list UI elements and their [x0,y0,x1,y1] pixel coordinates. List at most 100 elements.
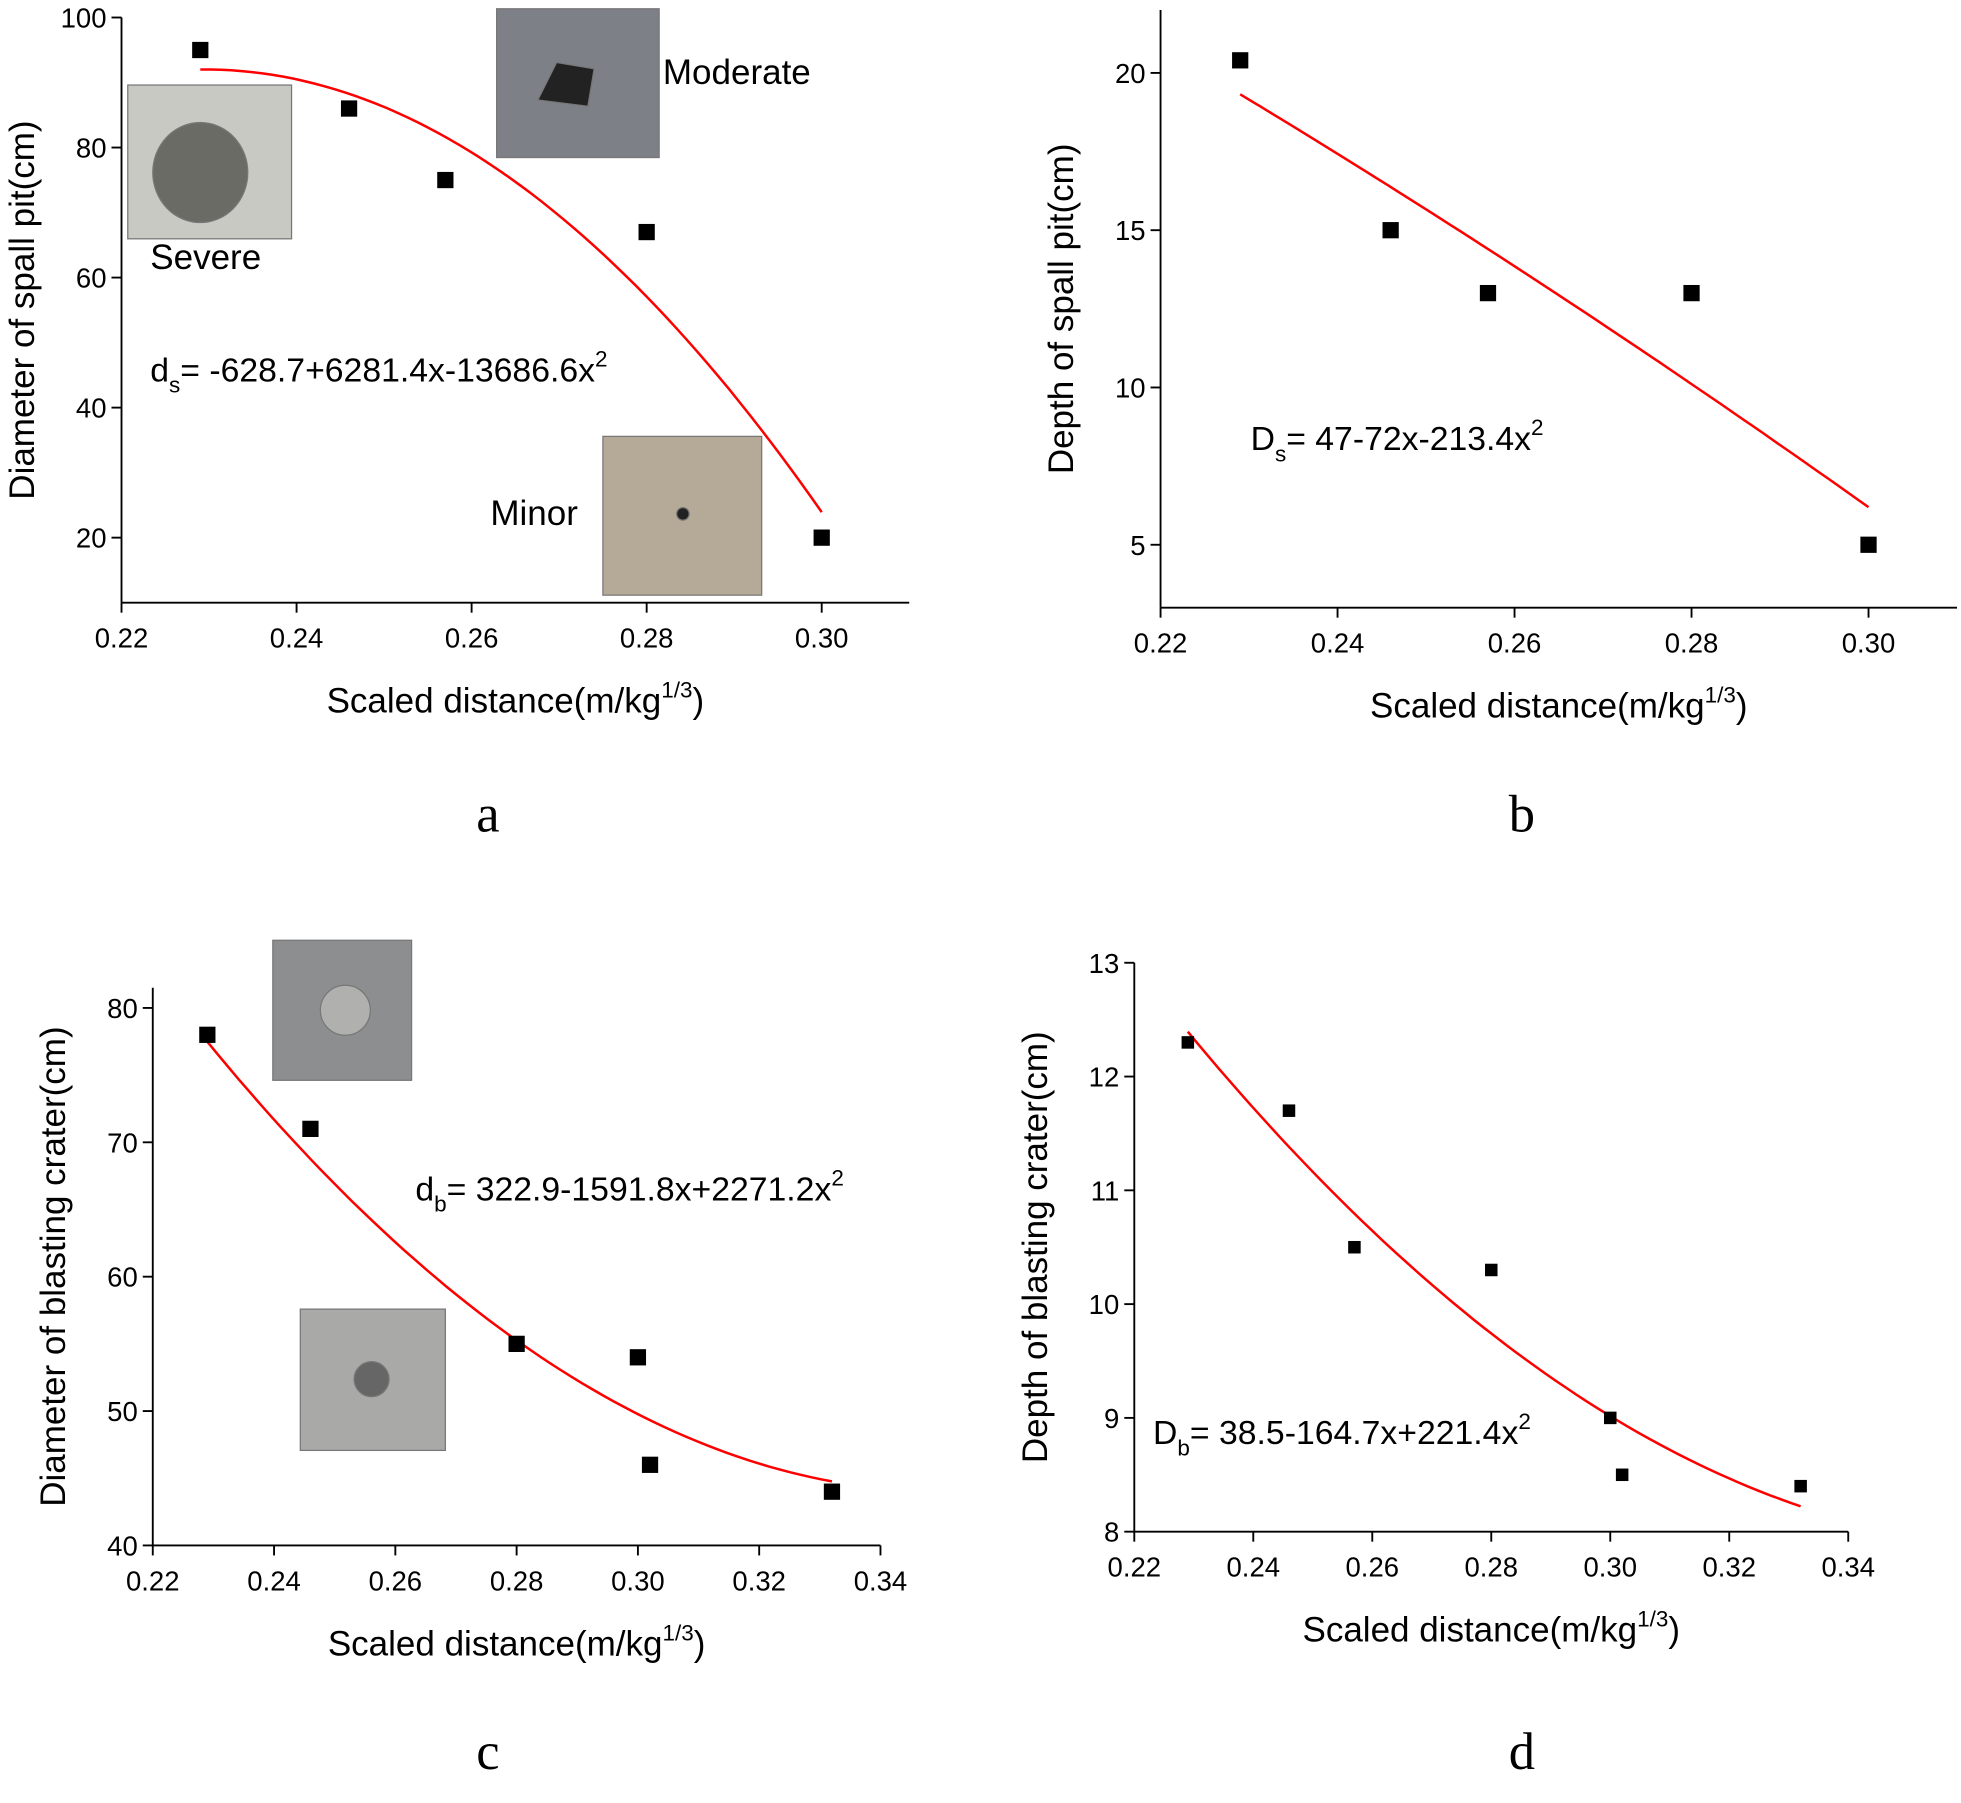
equation: Db= 38.5-164.7x+221.4x2 [1153,1409,1531,1460]
data-point [823,1483,841,1500]
y-tick-label: 13 [1089,948,1120,979]
eq-symbol: D [1153,1414,1177,1452]
eq-sub: b [434,1192,447,1217]
x-label-tail: ) [1668,1611,1680,1650]
x-tick-label: 0.26 [1488,628,1542,659]
data-point [1282,1104,1296,1117]
photo-damage [676,507,690,521]
x-label-sup: 1/3 [1637,1607,1668,1632]
x-label-text: Scaled distance(m/kg [1370,687,1705,726]
eq-sup: 2 [831,1165,844,1190]
eq-symbol: d [415,1170,434,1208]
eq-sub: s [169,373,180,398]
data-point [638,223,655,241]
y-tick-label: 8 [1104,1517,1119,1548]
photo-damage [353,1361,390,1398]
x-tick-label: 0.30 [1583,1552,1637,1583]
y-tick-label: 9 [1104,1403,1119,1434]
x-tick-label: 0.22 [1108,1552,1162,1583]
y-tick-label: 5 [1130,530,1145,561]
y-tick-label: 40 [107,1530,138,1561]
x-tick-label: 0.28 [1465,1552,1519,1583]
data-point [192,41,209,59]
data-point [813,529,830,546]
x-axis-label: Scaled distance(m/kg1/3) [1370,683,1748,726]
y-axis-label: Depth of blasting crater(cm) [1016,1031,1055,1463]
y-axis-label: Diameter of spall pit(cm) [3,120,42,499]
data-point [1479,284,1497,302]
x-tick-label: 0.24 [247,1565,301,1596]
x-label-text: Scaled distance(m/kg [328,1624,663,1663]
fit-curve [1186,1030,1802,1508]
data-point [340,100,358,117]
eq-body: = 38.5-164.7x+221.4x [1190,1414,1519,1452]
equation: Ds= 47-72x-213.4x2 [1251,415,1544,466]
fit-curve [1239,93,1870,509]
x-tick-label: 0.30 [795,623,849,654]
photo-damage [536,61,595,107]
data-point [1382,222,1399,239]
y-tick-label: 80 [107,993,138,1024]
data-point [1232,52,1249,69]
x-label-tail: ) [1736,687,1748,726]
data-point [508,1335,525,1352]
data-point [1485,1263,1498,1277]
x-label-sup: 1/3 [1705,683,1736,708]
y-tick-label: 60 [76,263,107,294]
x-tick-label: 0.34 [1821,1552,1875,1583]
y-tick-label: 70 [107,1127,138,1158]
data-point [1794,1479,1807,1493]
eq-sup: 2 [1518,1409,1531,1434]
photos [127,8,763,1452]
x-tick-label: 0.22 [126,1565,180,1596]
x-label-sup: 1/3 [662,1620,693,1645]
photo-damage [319,984,371,1036]
fit-curve [200,68,823,513]
y-tick-label: 50 [107,1396,138,1427]
y-tick-label: 10 [1115,372,1146,403]
data-point [302,1120,319,1137]
y-tick-label: 60 [107,1262,138,1293]
y-tick-label: 10 [1089,1289,1120,1320]
data-point [641,1456,659,1473]
eq-sup: 2 [595,346,608,371]
data-point [1348,1240,1361,1254]
x-axis-label: Scaled distance(m/kg1/3) [328,1620,706,1663]
annotation: Moderate [663,53,811,92]
data-point [1615,1468,1629,1482]
x-tick-label: 0.28 [490,1565,544,1596]
eq-symbol: D [1251,420,1275,458]
x-axis-label: Scaled distance(m/kg1/3) [327,678,705,721]
eq-body: = -628.7+6281.4x-13686.6x [180,351,595,389]
data-point [1683,284,1700,302]
x-tick-label: 0.26 [445,623,499,654]
panel-label: b [1509,785,1535,843]
y-tick-label: 40 [76,393,107,424]
eq-body: = 47-72x-213.4x [1286,420,1531,458]
annotation: Minor [490,494,578,533]
y-axis-label: Depth of spall pit(cm) [1042,143,1081,474]
x-tick-label: 0.28 [1665,628,1719,659]
panel-label: a [476,785,499,843]
panel-label: d [1509,1723,1535,1781]
eq-body: = 322.9-1591.8x+2271.2x [447,1170,832,1208]
x-label-tail: ) [692,682,704,721]
x-tick-label: 0.24 [270,623,324,654]
equation: db= 322.9-1591.8x+2271.2x2 [415,1165,844,1216]
eq-symbol: d [150,351,169,389]
y-tick-label: 12 [1089,1062,1120,1093]
x-label-tail: ) [694,1624,706,1663]
y-axis-label: Diameter of blasting crater(cm) [34,1026,73,1506]
data-point [1860,536,1877,553]
y-tick-label: 20 [76,523,107,554]
x-tick-label: 0.22 [95,623,149,654]
x-tick-label: 0.32 [1702,1552,1756,1583]
x-tick-label: 0.22 [1134,628,1188,659]
y-tick-label: 20 [1115,58,1146,89]
x-tick-label: 0.28 [620,623,674,654]
data-point [629,1349,647,1366]
y-tick-label: 100 [61,3,107,34]
eq-sub: b [1177,1435,1190,1460]
